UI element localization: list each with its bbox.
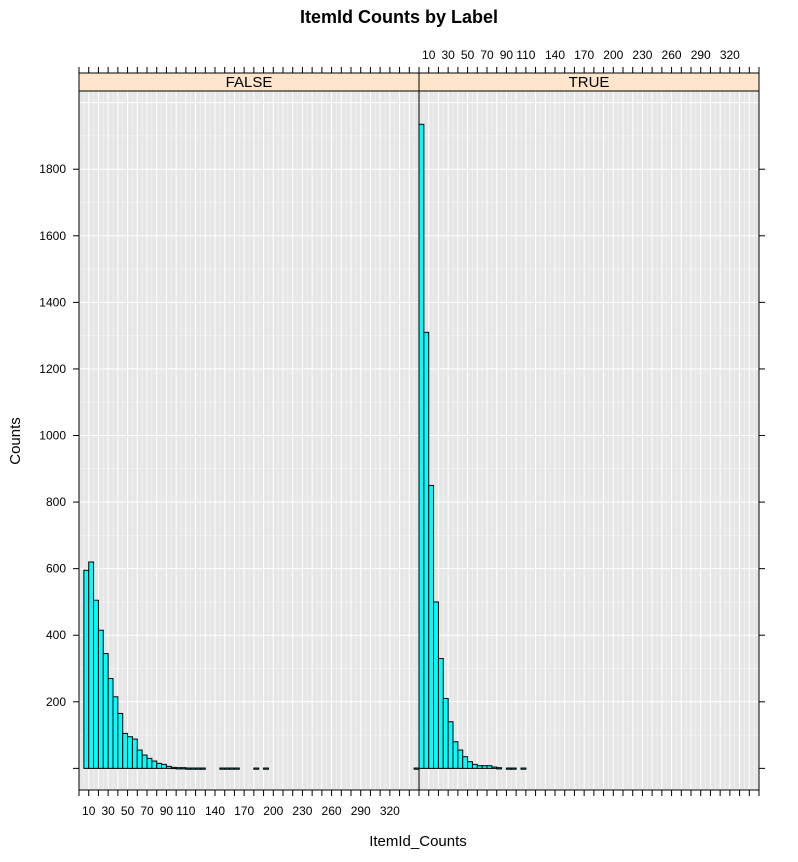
histogram-bar xyxy=(102,653,109,769)
x-tick-label-top: 10 xyxy=(422,48,436,62)
x-tick-label-top: 170 xyxy=(574,48,594,62)
histogram-bar xyxy=(442,697,449,769)
x-tick-label: 170 xyxy=(234,804,254,818)
histogram-bar xyxy=(413,767,420,770)
histogram-bar xyxy=(423,331,430,769)
x-tick-label-top: 30 xyxy=(441,48,455,62)
histogram-bar xyxy=(122,732,129,769)
y-tick-label: 400 xyxy=(46,628,66,642)
x-tick-label: 70 xyxy=(140,804,154,818)
x-tick-label: 10 xyxy=(82,804,96,818)
histogram-bar xyxy=(263,767,269,770)
histogram-bar xyxy=(180,767,187,770)
histogram-bar xyxy=(437,658,444,769)
axes-layer: 1010303050507070909011011014014017017020… xyxy=(39,48,765,818)
histogram-bar xyxy=(505,767,512,770)
y-axis-label: Counts xyxy=(7,417,24,465)
histogram-bar xyxy=(170,766,177,770)
x-tick-label: 50 xyxy=(121,804,135,818)
y-tick-label: 1000 xyxy=(39,429,66,443)
panel-border xyxy=(418,90,760,791)
y-tick-label: 1400 xyxy=(39,295,66,309)
x-tick-label: 230 xyxy=(292,804,312,818)
x-tick-label-top: 50 xyxy=(461,48,475,62)
x-tick-label-top: 70 xyxy=(480,48,494,62)
histogram-bar xyxy=(476,765,483,769)
x-tick-label-top: 260 xyxy=(662,48,682,62)
histogram-bar xyxy=(233,767,240,770)
x-tick-label-top: 290 xyxy=(691,48,711,62)
histogram-bar xyxy=(165,765,172,769)
y-tick-label: 200 xyxy=(46,695,66,709)
strip-label: TRUE xyxy=(569,74,610,91)
histogram-bar xyxy=(97,629,104,769)
histogram-bar xyxy=(481,765,488,769)
histogram-bar xyxy=(447,721,454,769)
histogram-bar xyxy=(185,767,192,770)
x-tick-label-top: 200 xyxy=(603,48,623,62)
histogram-bar xyxy=(112,696,119,769)
panel-false: FALSE xyxy=(78,72,420,791)
panel-true: TRUE xyxy=(418,72,760,791)
x-tick-label-top: 230 xyxy=(632,48,652,62)
histogram-bar xyxy=(462,756,469,769)
histogram-bar xyxy=(452,741,459,769)
histogram-bar xyxy=(418,123,425,769)
histogram-bar xyxy=(151,760,158,769)
histogram-bar xyxy=(433,601,439,769)
histogram-bar xyxy=(199,767,206,770)
x-tick-label: 110 xyxy=(176,804,195,818)
x-tick-label-top: 320 xyxy=(720,48,740,62)
x-tick-label: 90 xyxy=(160,804,174,818)
histogram-bar xyxy=(224,767,231,770)
histogram-bar xyxy=(510,767,517,770)
x-tick-label: 320 xyxy=(380,804,400,818)
y-tick-label: 1800 xyxy=(39,162,66,176)
y-tick-label: 600 xyxy=(46,562,66,576)
histogram-bar xyxy=(161,763,167,769)
histogram-bar xyxy=(83,569,90,769)
histogram-bar xyxy=(190,767,197,770)
x-tick-label: 260 xyxy=(322,804,342,818)
histogram-bar xyxy=(467,761,473,769)
histogram-bar xyxy=(146,757,153,769)
strip-label: FALSE xyxy=(226,74,273,91)
x-tick-label: 200 xyxy=(263,804,283,818)
y-tick-label: 1200 xyxy=(39,362,66,376)
y-tick-label: 1600 xyxy=(39,229,66,243)
histogram-bar xyxy=(491,766,498,769)
x-tick-label-top: 140 xyxy=(545,48,565,62)
histogram-bar xyxy=(127,736,133,769)
panels-layer: FALSE TRUE xyxy=(78,72,760,791)
x-tick-label-top: 110 xyxy=(516,48,535,62)
histogram-bar xyxy=(219,767,226,770)
histogram-bar xyxy=(136,749,143,769)
histogram-bar xyxy=(175,767,182,770)
histogram-bar xyxy=(107,677,114,769)
histogram-bar xyxy=(253,767,260,770)
histogram-bar xyxy=(117,712,124,769)
histogram-bar xyxy=(156,762,163,769)
x-tick-label-top: 90 xyxy=(500,48,514,62)
x-tick-label: 290 xyxy=(351,804,371,818)
histogram-bar xyxy=(471,763,478,769)
histogram-bar xyxy=(88,561,95,769)
histogram-bar xyxy=(428,484,435,769)
histogram-bar xyxy=(195,767,201,770)
chart-title: ItemId Counts by Label xyxy=(300,7,498,27)
histogram-bar xyxy=(229,767,235,770)
histogram-bar xyxy=(131,738,138,769)
histogram-bar xyxy=(457,749,464,769)
histogram-bar xyxy=(496,767,503,770)
histogram-bar xyxy=(486,765,493,769)
y-tick-label: 800 xyxy=(46,495,66,509)
x-tick-label: 30 xyxy=(101,804,115,818)
histogram-bar xyxy=(93,599,99,769)
x-tick-label: 140 xyxy=(205,804,225,818)
x-axis-label: ItemId_Counts xyxy=(369,833,467,850)
histogram-bar xyxy=(520,767,527,770)
histogram-bar xyxy=(141,754,148,769)
